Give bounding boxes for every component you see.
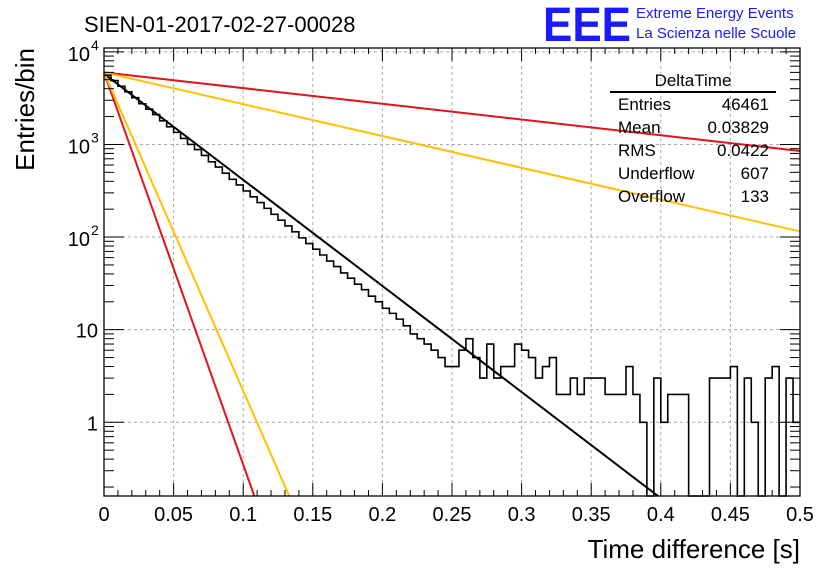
x-tick-label: 0 [98, 504, 109, 526]
stats-underflow-value: 607 [741, 164, 769, 183]
stats-box-title: DeltaTime [655, 71, 732, 90]
x-tick-label: 0.05 [154, 504, 193, 526]
y-tick-label: 1 [87, 413, 98, 435]
x-tick-label: 0.4 [647, 504, 675, 526]
fit-line-2 [103, 71, 291, 497]
fit-line-3 [103, 71, 801, 152]
y-tick-exponent: 4 [91, 37, 99, 53]
histogram-steps [104, 74, 800, 497]
fit-line-1 [103, 72, 256, 497]
fit-line-0 [103, 72, 659, 497]
y-tick-label: 10 [76, 321, 98, 343]
stats-overflow-label: Overflow [618, 187, 686, 206]
fit-line-4 [103, 71, 801, 233]
x-tick-label: 0.35 [572, 504, 611, 526]
x-tick-label: 0.3 [508, 504, 536, 526]
stats-entries-label: Entries [618, 95, 671, 114]
chart-title: SIEN-01-2017-02-27-00028 [84, 12, 356, 37]
y-tick-label: 10 [68, 136, 90, 158]
eee-logo: EEE Extreme Energy Events La Scienza nel… [543, 0, 796, 52]
x-tick-label: 0.2 [368, 504, 396, 526]
eee-logo-mark: EEE [543, 0, 631, 52]
x-tick-label: 0.15 [293, 504, 332, 526]
x-tick-label: 0.25 [433, 504, 472, 526]
y-tick-label: 10 [68, 229, 90, 251]
stats-overflow-value: 133 [741, 187, 769, 206]
x-tick-label: 0.45 [711, 504, 750, 526]
stats-mean-value: 0.03829 [708, 118, 769, 137]
axes: 0 0.05 0.1 0.15 0.2 0.25 0.3 0.35 0.4 0.45 0.5 1 10 1… [68, 37, 814, 526]
y-tick-label: 10 [68, 44, 90, 66]
y-tick-exponent: 3 [91, 129, 99, 145]
x-axis-title: Time difference [s] [588, 534, 800, 564]
y-axis-title: Entries/bin [10, 48, 40, 171]
eee-logo-line2: La Scienza nelle Scuole [636, 25, 796, 42]
stats-underflow-label: Underflow [618, 164, 695, 183]
stats-rms-label: RMS [618, 141, 656, 160]
stats-box: DeltaTime Entries 46461 Mean 0.03829 RMS… [610, 71, 776, 206]
x-tick-label: 0.5 [786, 504, 814, 526]
stats-entries-value: 46461 [722, 95, 769, 114]
eee-logo-line1: Extreme Energy Events [636, 5, 794, 22]
stats-rms-value: 0.0422 [717, 141, 769, 160]
y-tick-exponent: 2 [91, 222, 99, 238]
x-tick-label: 0.1 [229, 504, 257, 526]
plot-content [103, 71, 801, 497]
stats-mean-label: Mean [618, 118, 661, 137]
